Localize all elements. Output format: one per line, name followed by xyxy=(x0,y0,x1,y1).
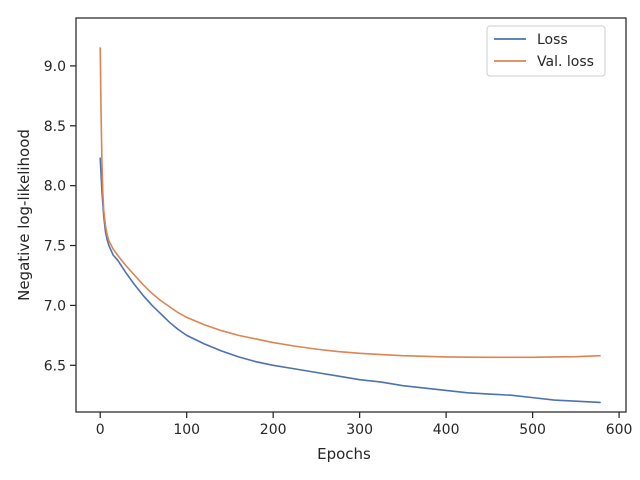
legend-label: Val. loss xyxy=(537,54,594,70)
legend: Loss Val. loss xyxy=(486,25,606,77)
x-tick-label: 100 xyxy=(173,422,200,438)
series-line-val-loss xyxy=(99,47,601,359)
legend-label: Loss xyxy=(537,32,568,48)
x-tick-label: 300 xyxy=(346,422,373,438)
x-tick-label: 400 xyxy=(433,422,460,438)
plot-frame xyxy=(75,17,627,413)
y-tick-label: 6.5 xyxy=(44,358,66,374)
series-layer xyxy=(99,47,601,404)
x-tick-label: 0 xyxy=(96,422,105,438)
y-tick-label: 7.5 xyxy=(44,239,66,255)
y-axis: 6.5 7.0 7.5 8.0 8.5 9.0 xyxy=(44,59,76,374)
y-tick-label: 8.0 xyxy=(44,179,66,195)
y-tick-label: 8.5 xyxy=(44,119,66,135)
y-tick-label: 7.0 xyxy=(44,298,66,314)
plot-area xyxy=(75,17,627,413)
x-tick-label: 200 xyxy=(260,422,287,438)
x-axis: 0 100 200 300 400 500 600 xyxy=(96,412,633,438)
y-axis-label: Negative log-likelihood xyxy=(15,129,33,301)
x-tick-label: 600 xyxy=(606,422,633,438)
x-axis-label: Epochs xyxy=(317,445,371,463)
series-line-loss xyxy=(99,157,601,404)
y-tick-label: 9.0 xyxy=(44,59,66,75)
x-tick-label: 500 xyxy=(519,422,546,438)
